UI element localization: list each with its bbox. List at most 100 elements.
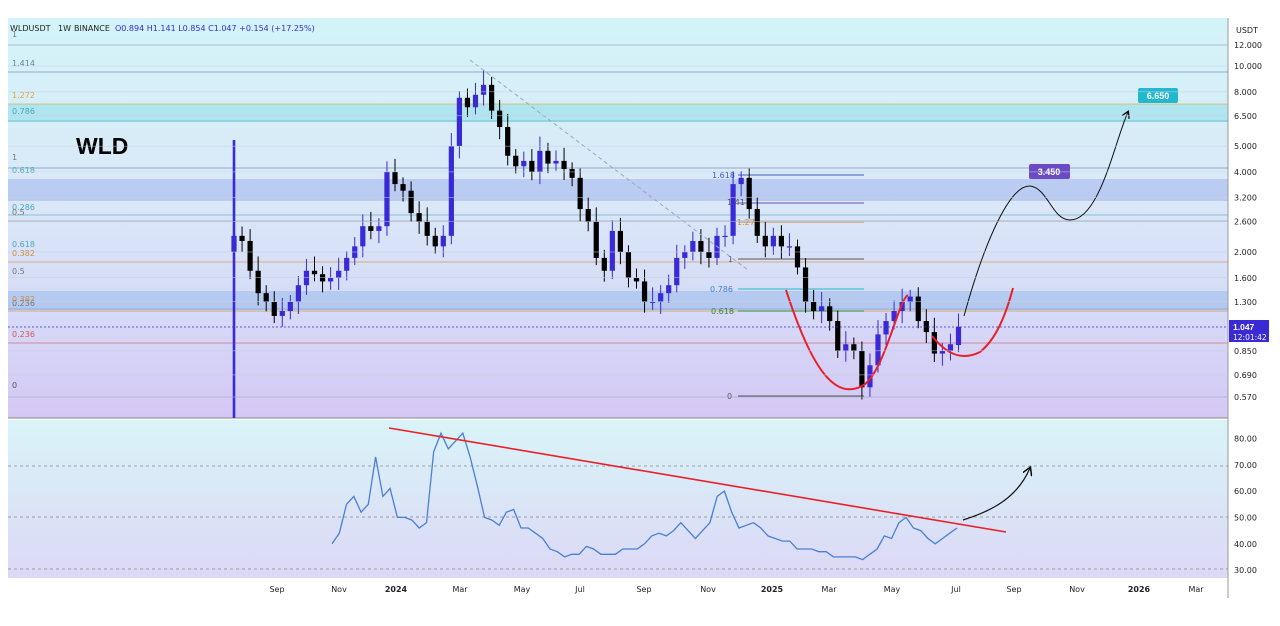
candle <box>456 91 462 159</box>
price-tick-label: 6.500 <box>1234 112 1257 121</box>
svg-text:12:01:42: 12:01:42 <box>1233 333 1267 342</box>
time-axis-ticks: Sep Nov 2024 Mar May Jul Sep Nov 2025 Mar May Jul Se… <box>269 585 1204 594</box>
candle <box>263 285 269 312</box>
rounding-bottom-curve <box>785 289 909 391</box>
candle <box>408 181 414 222</box>
header-ohlc: O0.894 H1.141 L0.854 C1.047 +0.154 (+17.… <box>115 24 315 33</box>
price-tick-label: 1.600 <box>1234 274 1257 283</box>
rsi-line <box>331 431 958 561</box>
candle <box>690 231 696 261</box>
fib-right-label: 0 <box>727 392 732 401</box>
time-tick-label: Sep <box>1006 585 1021 594</box>
candle <box>376 218 382 244</box>
rsi-tick-label: 80.00 <box>1234 434 1257 443</box>
candle <box>464 88 471 117</box>
candle <box>384 161 390 236</box>
candle <box>609 220 615 280</box>
candle <box>287 295 293 320</box>
price-tick-label: 12.000 <box>1234 41 1262 50</box>
candle <box>432 227 438 254</box>
price-tick-label: 0.690 <box>1234 371 1257 380</box>
candle <box>650 287 656 311</box>
fib-left-label: 1 <box>12 153 17 162</box>
fib-left-label: 0.382 <box>12 249 35 258</box>
time-tick-label: May <box>514 585 531 594</box>
candle <box>617 217 623 265</box>
time-tick-label: 2024 <box>385 585 408 594</box>
price-tick-label: 2.600 <box>1234 218 1257 227</box>
price-pane[interactable] <box>8 18 1228 418</box>
currency-label: USDT <box>1236 26 1258 35</box>
time-tick-label: May <box>884 585 901 594</box>
candle <box>666 274 672 303</box>
time-tick-label: Sep <box>636 585 651 594</box>
time-tick-label: Mar <box>821 585 837 594</box>
candle <box>295 275 301 314</box>
fib-left-label: 0.236 <box>12 299 35 308</box>
cup-right-curve <box>931 287 1014 357</box>
candle <box>915 287 921 329</box>
resistance-zone-lower <box>8 291 1228 310</box>
candle <box>416 201 422 234</box>
candle <box>658 285 664 314</box>
time-axis[interactable] <box>8 578 1228 598</box>
fib-right-label: 1 <box>728 255 733 264</box>
candle <box>553 150 559 171</box>
fib-right-label: 1.41 <box>727 198 745 207</box>
candle <box>955 313 962 353</box>
fib-left-label: 0.236 <box>12 330 35 339</box>
target-badge-6650[interactable]: 6.650 <box>1138 88 1178 103</box>
rsi-pane[interactable] <box>8 420 1228 578</box>
candle <box>802 258 809 313</box>
candle <box>239 226 245 252</box>
header-symbol: WLDUSDT <box>10 24 51 33</box>
fib-left-label: 0.5 <box>12 267 25 276</box>
candle <box>738 171 744 197</box>
candle <box>480 70 487 106</box>
svg-text:6.650: 6.650 <box>1147 91 1170 101</box>
fib-left-label: 0.286 <box>12 203 35 212</box>
price-tick-label: 2.000 <box>1234 248 1257 257</box>
fib-left-label: 1 <box>12 30 17 39</box>
price-tick-label: 1.300 <box>1234 298 1257 307</box>
candle <box>601 249 607 282</box>
candle <box>424 207 430 246</box>
fib-left-label: 1.414 <box>12 59 35 68</box>
rsi-breakout-arrow <box>962 468 1030 521</box>
candle <box>706 237 712 268</box>
candle <box>867 353 873 397</box>
target-badge-3450[interactable]: 3.450 <box>1029 164 1070 179</box>
price-tick-label: 0.570 <box>1234 393 1257 402</box>
fib-right-label: 0.786 <box>710 285 733 294</box>
candle <box>762 221 768 258</box>
drawdown-dashed-line <box>469 59 749 271</box>
candle <box>722 225 728 247</box>
svg-text:1.047: 1.047 <box>1233 322 1255 332</box>
candle <box>819 291 825 324</box>
fib-left-label: 0 <box>12 381 17 390</box>
candle <box>827 298 833 331</box>
price-tick-label: 4.000 <box>1234 168 1257 177</box>
fib-left-label: 0.382 <box>12 295 35 304</box>
candle <box>746 168 752 219</box>
fib-left-label: 0.786 <box>12 107 35 116</box>
candle <box>537 136 543 185</box>
fib-right-labels: 1.618 1.41 1.27 1 0.786 0.618 0 <box>710 171 755 401</box>
candle <box>569 162 575 187</box>
last-price-badge: 1.047 12:01:42 <box>1229 320 1269 342</box>
candlestick-series <box>231 70 962 418</box>
time-tick-label: 2025 <box>761 585 784 594</box>
candle <box>336 257 342 290</box>
price-axis[interactable] <box>1228 18 1280 598</box>
candle <box>497 100 503 140</box>
time-tick-label: Mar <box>452 585 468 594</box>
candle <box>472 82 479 115</box>
candle <box>770 227 776 255</box>
candle <box>521 151 527 178</box>
fib-right-label: 0.618 <box>711 307 734 316</box>
candle <box>344 251 350 281</box>
candle <box>561 147 567 180</box>
projection-path <box>963 112 1128 317</box>
fib-left-label: 0.618 <box>12 240 35 249</box>
candle <box>625 245 632 288</box>
